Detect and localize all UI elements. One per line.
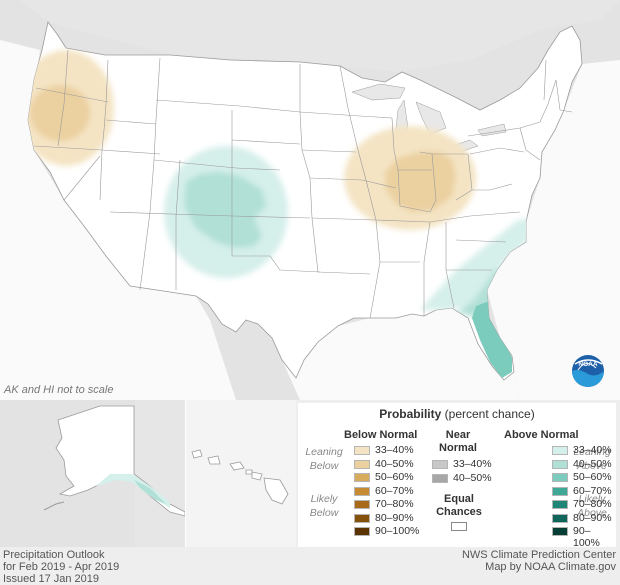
caption-period: for Feb 2019 - Apr 2019 (3, 561, 120, 573)
credit-block: NWS Climate Prediction Center Map by NOA… (462, 549, 616, 573)
credit-cpc: NWS Climate Prediction Center (461, 549, 616, 561)
leaning-above-label: Leaning Above (573, 446, 611, 472)
credit-map-by: Map by NOAA Climate.gov (485, 561, 616, 573)
ocean-west (0, 40, 236, 400)
below-normal-bin-swatch (354, 459, 370, 469)
above-normal-area-southern-rockies-40-50 (184, 172, 266, 248)
bottom-panel: Probability (percent chance) Below Norma… (0, 400, 620, 585)
near-normal-bin-swatch (432, 473, 448, 483)
legend-title: Probability (percent chance) (298, 407, 616, 421)
conus-outlook-map: NOAA (0, 0, 620, 400)
above-normal-bin-label: 90–100% (573, 525, 600, 549)
above-normal-area-southeast-33-40 (420, 218, 534, 310)
below-normal-bin-label: 80–90% (375, 511, 414, 524)
near-normal-bin-label: 40–50% (453, 471, 492, 484)
legend-title-bold: Probability (379, 407, 442, 421)
below-normal-bin-label: 40–50% (375, 457, 414, 470)
likely-above-label: Likely Above (577, 493, 607, 519)
above-normal-bin-label: 80–90% (573, 511, 612, 524)
caption-issued: Issued 17 Jan 2019 (3, 573, 100, 585)
atlantic-ocean (487, 60, 620, 400)
probability-legend: Probability (percent chance) Below Norma… (298, 403, 616, 549)
above-normal-area-florida-50-60 (472, 300, 512, 378)
equal-chances-swatch (451, 522, 467, 531)
above-normal-bin-swatch (552, 527, 568, 536)
leaning-below-label: Leaning Below (305, 446, 343, 472)
alaska-inset-map (0, 400, 185, 547)
above-normal-bin-swatch (552, 486, 568, 496)
above-normal-header: Above Normal (504, 429, 579, 441)
below-normal-area-northwest-40-50 (30, 85, 90, 141)
below-normal-bin-swatch (354, 500, 370, 509)
below-normal-bin-label: 33–40% (375, 444, 414, 456)
state-borders (33, 49, 573, 319)
hawaii-inset-map (186, 400, 296, 547)
near-normal-bin-label: 33–40% (453, 458, 492, 470)
above-normal-bin-label: 40–50% (573, 457, 612, 470)
above-normal-bin-swatch (552, 446, 568, 455)
below-normal-bin-swatch (354, 473, 370, 482)
below-normal-bin-label: 60–70% (375, 484, 414, 497)
near-normal-header-line2: Normal (439, 442, 477, 454)
below-normal-area-ohio-valley-40-50 (385, 152, 456, 212)
below-normal-bin-swatch (354, 513, 370, 523)
above-normal-bin-swatch (552, 513, 568, 523)
outlook-caption: Precipitation Outlook for Feb 2019 - Apr… (3, 549, 119, 585)
equal-chances-label-line2: Chances (436, 506, 482, 518)
above-normal-bin-label: 70–80% (573, 498, 612, 510)
noaa-logo-text: NOAA (578, 361, 597, 368)
above-normal-bin-swatch (552, 459, 568, 469)
above-normal-bin-label: 50–60% (573, 471, 612, 483)
above-normal-bin-label: 33–40% (573, 444, 612, 456)
above-normal-bin-label: 60–70% (573, 484, 612, 497)
caption-title: Precipitation Outlook (3, 549, 105, 561)
alaska-above-normal-area (96, 474, 170, 508)
below-normal-bin-swatch (354, 527, 370, 536)
outlook-shading (28, 50, 534, 378)
below-normal-bin-swatch (354, 486, 370, 496)
legend-title-rest: (percent chance) (441, 407, 535, 421)
below-normal-header: Below Normal (344, 429, 418, 441)
above-normal-bin-swatch (552, 500, 568, 509)
below-normal-bin-label: 50–60% (375, 471, 414, 483)
not-to-scale-note: AK and HI not to scale (4, 384, 114, 396)
above-normal-bin-swatch (552, 473, 568, 482)
likely-below-label: Likely Below (309, 493, 339, 519)
noaa-logo: NOAA (572, 355, 604, 387)
equal-chances-label-line1: Equal (444, 493, 474, 505)
below-normal-bin-label: 90–100% (375, 525, 420, 537)
below-normal-bin-swatch (354, 446, 370, 455)
gulf-of-mexico (282, 308, 520, 400)
near-normal-header-line1: Near (445, 429, 471, 441)
near-normal-bin-swatch (432, 460, 448, 469)
below-normal-bin-label: 70–80% (375, 498, 414, 510)
